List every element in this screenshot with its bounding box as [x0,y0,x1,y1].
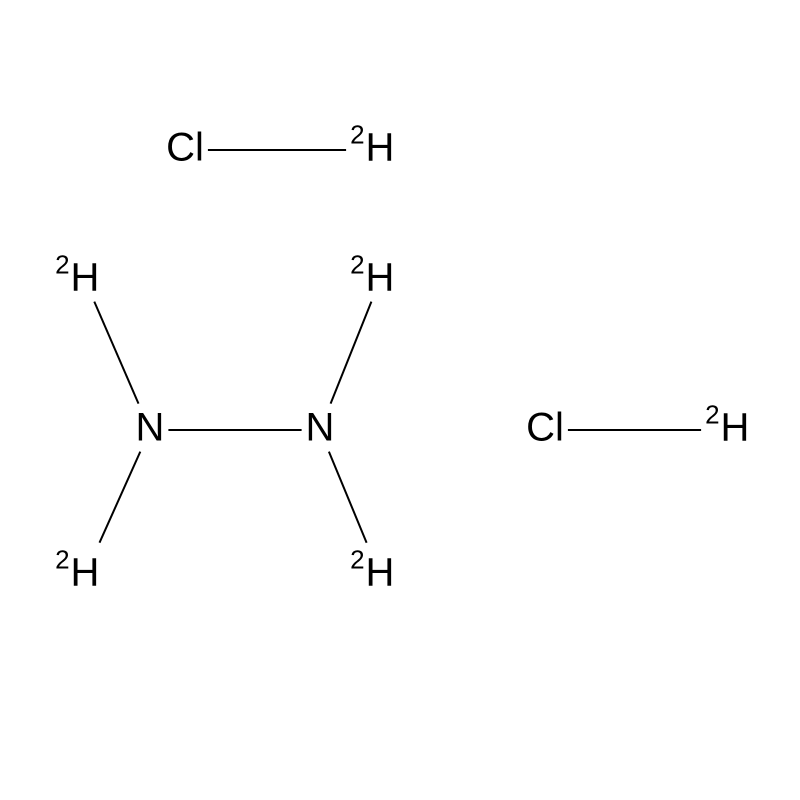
atom-h_ur: H [366,256,395,300]
bond-h_ll-n_left [100,452,141,543]
bond-h_ul-n_left [94,302,138,404]
atom-h_ll-sup: 2 [55,545,69,575]
atom-h_top: H [366,126,395,170]
molecule-diagram: ClH2H2H2NNH2H2ClH2 [0,0,800,800]
atom-h_ll: H [71,551,100,595]
atom-h_lr: H [366,551,395,595]
atom-h_right: H [721,406,750,450]
atoms: ClH2H2H2NNH2H2ClH2 [55,120,749,595]
atom-cl_right: Cl [526,406,564,450]
bond-n_right-h_ur [331,302,372,404]
atom-n_left: N [136,406,165,450]
atom-h_right-sup: 2 [705,400,719,430]
atom-h_ul: H [71,256,100,300]
bond-n_right-h_lr [329,452,367,543]
atom-n_right: N [306,406,335,450]
atom-h_ur-sup: 2 [350,250,364,280]
atom-cl_top: Cl [166,126,204,170]
atom-h_lr-sup: 2 [350,545,364,575]
atom-h_top-sup: 2 [350,120,364,150]
atom-h_ul-sup: 2 [55,250,69,280]
bonds [94,150,701,543]
